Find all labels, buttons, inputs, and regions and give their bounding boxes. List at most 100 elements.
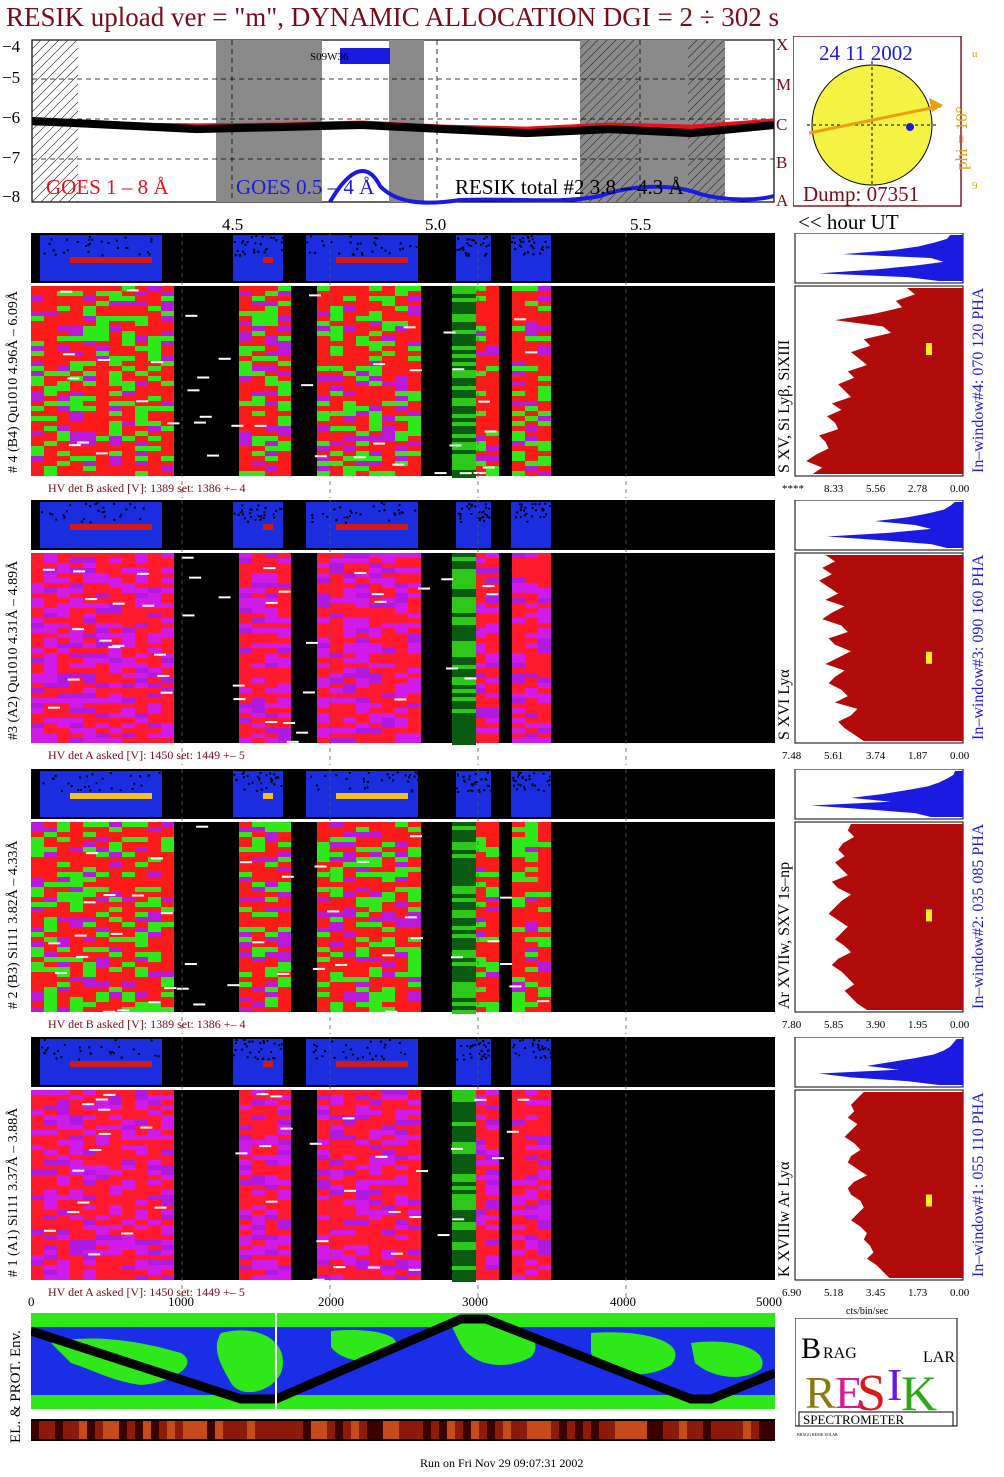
flare-class-letters: X M C B A — [776, 36, 790, 210]
legend-goes-long: GOES 1 – 8 Å — [46, 175, 169, 199]
hist-tick: 5.85 — [824, 1019, 844, 1031]
hist-tick: 1.87 — [908, 750, 928, 762]
detector-spectrogram: HV det A asked [V]: 1450 set: 1449 +– 5 6… — [31, 1036, 970, 1302]
window-marker — [926, 343, 932, 355]
hist-tick: 0.00 — [950, 1287, 970, 1299]
class-letter: C — [776, 115, 787, 134]
data-gap-band — [216, 40, 322, 202]
x-tick: 4.5 — [222, 215, 243, 234]
y-tick: −4 — [2, 37, 21, 56]
goes-panel: S09W36 −4 −5 −6 −7 −8 X M C B A GOES 1 –… — [2, 36, 790, 234]
hist-tick: 0.00 — [950, 1019, 970, 1031]
hist-tick: 3.74 — [866, 750, 886, 762]
legend-resik-total: RESIK total #2 3.8 – 4.3 Å — [455, 175, 684, 199]
in-window-label: In–window#2: 035 085 PHA — [970, 823, 987, 1009]
channel-tick: 3000 — [462, 1294, 488, 1309]
channel-tick: 4000 — [610, 1294, 636, 1309]
hist-tick: 0.00 — [950, 750, 970, 762]
class-letter: A — [776, 191, 789, 210]
hist-tick: 5.56 — [866, 483, 886, 495]
y-tick: −8 — [2, 187, 20, 206]
logo-i: I — [887, 1359, 902, 1410]
in-window-label: In–window#4: 070 120 PHA — [970, 287, 987, 473]
in-window-label: In–window#1: 055 110 PHA — [970, 1092, 987, 1277]
hist-tick: 0.00 — [950, 483, 970, 495]
detector-panel-3: HV det A asked [V]: 1450 set: 1449 +– 5 7… — [0, 499, 1004, 768]
profile-block — [511, 1039, 551, 1085]
hv-text: HV det B asked [V]: 1389 set: 1386 +– 4 — [48, 481, 246, 495]
profile-block — [233, 771, 283, 817]
window-marker — [926, 1194, 932, 1207]
continents — [31, 1313, 775, 1409]
sun-panel: 24 11 2002 Dump: 07351 — [793, 36, 962, 207]
legend-goes-short: GOES 0.5 – 4 Å — [236, 175, 375, 199]
series-line-1 — [31, 117, 775, 138]
class-letter: X — [776, 36, 788, 54]
profile-block — [511, 502, 551, 548]
profile-block — [233, 1039, 283, 1085]
profile-block — [456, 502, 491, 548]
x-tick: 5.5 — [630, 215, 651, 234]
detector-spectrogram: HV det B asked [V]: 1389 set: 1386 +– 4 *… — [31, 232, 970, 498]
data-gap-band — [389, 40, 424, 202]
channel-tick: 1000 — [168, 1294, 194, 1309]
x-tick: 5.0 — [425, 215, 446, 234]
hist-tick: 5.61 — [824, 750, 843, 762]
blue-histogram — [819, 235, 963, 281]
spectral-lines-label: Ar XVIIw, SXV 1s–np — [776, 861, 793, 1009]
goes-short-line — [328, 169, 775, 205]
logo-b: B — [801, 1332, 821, 1365]
hist-tick: 3.45 — [866, 1287, 886, 1299]
data-gap-band — [580, 40, 725, 202]
class-letter: B — [776, 153, 787, 172]
active-region-dot — [906, 123, 914, 131]
blue-histogram — [811, 771, 963, 817]
logo-r: R — [805, 1367, 836, 1418]
red-histogram — [819, 555, 963, 741]
detector-panel-4: HV det B asked [V]: 1389 set: 1386 +– 4 *… — [0, 232, 1004, 501]
goes-series — [31, 117, 775, 205]
profile-block — [456, 235, 491, 281]
in-window-label: In–window#3: 090 160 PHA — [970, 554, 987, 740]
hv-text: HV det A asked [V]: 1450 set: 1449 +– 5 — [48, 748, 245, 762]
red-histogram — [844, 1092, 963, 1278]
run-timestamp: Run on Fri Nov 29 09:07:31 2002 — [420, 1456, 584, 1470]
goes-annotation: S09W36 — [310, 51, 349, 63]
sun-disk — [811, 64, 933, 186]
detector-label: #3 (A2) Qu1010 4.31Å – 4.89Å — [6, 560, 21, 740]
detector-label: # 2 (B3) Si111 3.82Å – 4.33Å — [6, 840, 21, 1009]
hour-ut-label: << hour UT — [798, 210, 899, 234]
logo-letters: BRAGG RESIK SOLAR — [797, 1432, 838, 1437]
side-mark: 9 — [972, 180, 978, 192]
detector-label: # 1 (A1) Si111 3.37Å – 3.88Å — [6, 1107, 21, 1277]
y-tick: −7 — [2, 148, 21, 167]
channel-tick: 5000 — [756, 1294, 782, 1309]
goes-x-ticks: 4.5 5.0 5.5 — [222, 215, 651, 234]
orbit-track — [31, 1314, 775, 1404]
particle-strip-bands — [31, 1421, 775, 1439]
radiation-map — [31, 1313, 775, 1441]
detector-panel-2: HV det B asked [V]: 1389 set: 1386 +– 4 7… — [0, 768, 1004, 1037]
hist-tick: 1.95 — [908, 1019, 928, 1031]
profile-block — [233, 235, 283, 281]
class-letter: M — [776, 75, 790, 94]
hist-unit: cts/bin/sec — [846, 1306, 889, 1317]
detector-panel-1: HV det A asked [V]: 1450 set: 1449 +– 5 6… — [0, 1036, 1004, 1305]
spectral-lines-label: S XV, Si Lyβ, SiXIII — [776, 339, 793, 473]
hist-tick: **** — [782, 483, 804, 495]
hist-tick: 7.80 — [782, 1019, 802, 1031]
hist-tick: 6.90 — [782, 1287, 802, 1299]
rotation-axis — [808, 104, 942, 135]
window-marker — [926, 909, 932, 922]
channel-axis: 0 1000 2000 3000 4000 5000 cts/bin/sec — [28, 1294, 889, 1317]
s09w36-marker — [340, 48, 390, 64]
dump-label: Dump: 07351 — [803, 182, 919, 206]
hv-text: HV det B asked [V]: 1389 set: 1386 +– 4 — [48, 1017, 246, 1031]
goes-shading — [31, 39, 726, 203]
y-tick: −6 — [2, 108, 20, 127]
axis-arrow — [929, 98, 943, 112]
hist-tick: 2.78 — [908, 483, 928, 495]
goes-y-ticks: −4 −5 −6 −7 −8 — [2, 37, 21, 206]
detector-label: # 4 (B4) Qu1010 4.96Å – 6.09Å — [6, 291, 21, 473]
profile-block — [511, 771, 551, 817]
